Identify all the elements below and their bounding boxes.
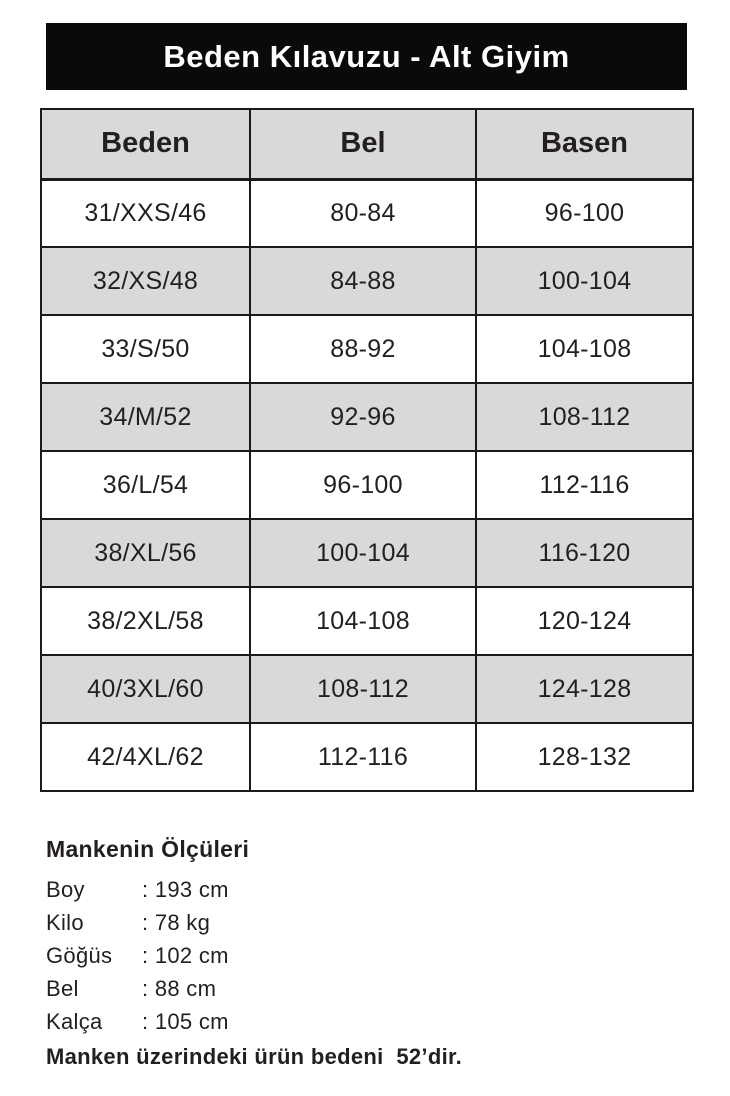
measurements-heading: Mankenin Ölçüleri [46,836,250,862]
measurement-label: Kalça [46,1009,103,1034]
table-row: 38/2XL/58 104-108 120-124 [40,586,694,656]
measurement-label: Göğüs [46,943,113,968]
size-cell: 42/4XL/62 [40,722,251,792]
waist-cell: 108-112 [249,654,477,724]
waist-cell: 104-108 [249,586,477,656]
column-header-basen: Basen [475,108,694,181]
hip-cell: 104-108 [475,314,694,384]
size-table: Beden Bel Basen 31/XXS/46 80-84 96-100 3… [40,108,694,792]
hip-cell: 124-128 [475,654,694,724]
measurement-label: Kilo [46,910,84,935]
hip-cell: 112-116 [475,450,694,520]
hip-cell: 116-120 [475,518,694,588]
column-header-beden: Beden [40,108,251,181]
measurement-label: Boy [46,877,85,902]
table-row: 42/4XL/62 112-116 128-132 [40,722,694,792]
waist-cell: 88-92 [249,314,477,384]
size-cell: 40/3XL/60 [40,654,251,724]
hip-cell: 100-104 [475,246,694,316]
measurement-row-bel: Bel : 88 cm [46,972,686,1005]
table-row: 32/XS/48 84-88 100-104 [40,246,694,316]
model-size-note: Manken üzerindeki ürün bedeni 52’dir. [46,1044,463,1069]
measurement-row-gogus: Göğüs : 102 cm [46,939,686,972]
measurement-value: : 78 kg [142,910,211,935]
table-row: 34/M/52 92-96 108-112 [40,382,694,452]
measurement-value: : 193 cm [142,877,229,902]
hip-cell: 96-100 [475,178,694,248]
size-cell: 33/S/50 [40,314,251,384]
measurement-label: Bel [46,976,79,1001]
waist-cell: 80-84 [249,178,477,248]
hip-cell: 120-124 [475,586,694,656]
waist-cell: 100-104 [249,518,477,588]
waist-cell: 84-88 [249,246,477,316]
model-measurements-section: Mankenin Ölçüleri Boy : 193 cm Kilo : 78… [46,836,686,1073]
measurement-value: : 105 cm [142,1009,229,1034]
size-cell: 36/L/54 [40,450,251,520]
measurement-value: : 102 cm [142,943,229,968]
size-cell: 34/M/52 [40,382,251,452]
size-cell: 32/XS/48 [40,246,251,316]
measurement-row-kalca: Kalça : 105 cm [46,1005,686,1038]
size-cell: 38/2XL/58 [40,586,251,656]
measurement-row-boy: Boy : 193 cm [46,873,686,906]
table-row: 31/XXS/46 80-84 96-100 [40,178,694,248]
hip-cell: 108-112 [475,382,694,452]
table-row: 40/3XL/60 108-112 124-128 [40,654,694,724]
size-cell: 31/XXS/46 [40,178,251,248]
measurement-value: : 88 cm [142,976,217,1001]
table-row: 33/S/50 88-92 104-108 [40,314,694,384]
waist-cell: 112-116 [249,722,477,792]
waist-cell: 96-100 [249,450,477,520]
waist-cell: 92-96 [249,382,477,452]
measurement-row-kilo: Kilo : 78 kg [46,906,686,939]
hip-cell: 128-132 [475,722,694,792]
size-cell: 38/XL/56 [40,518,251,588]
page-title: Beden Kılavuzu - Alt Giyim [163,38,570,74]
table-header-row: Beden Bel Basen [40,108,694,181]
column-header-bel: Bel [249,108,477,181]
title-bar: Beden Kılavuzu - Alt Giyim [46,23,687,90]
table-row: 38/XL/56 100-104 116-120 [40,518,694,588]
table-row: 36/L/54 96-100 112-116 [40,450,694,520]
